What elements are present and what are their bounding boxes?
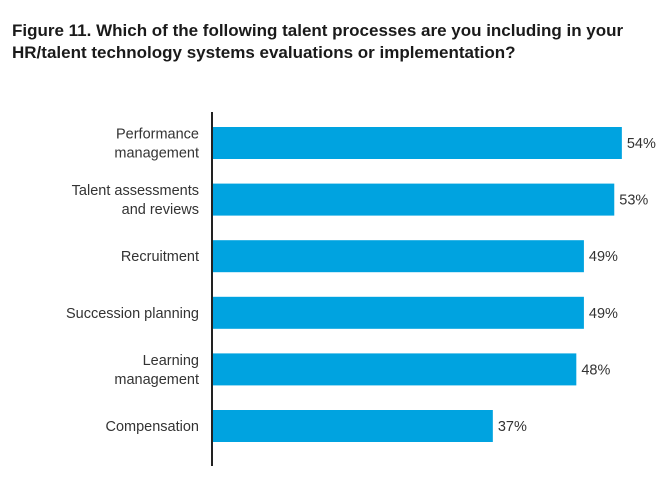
category-label-line: management bbox=[114, 146, 199, 162]
bar bbox=[212, 353, 577, 386]
category-label: Performance management bbox=[114, 127, 199, 162]
category-label: Learning management bbox=[114, 353, 199, 388]
category-label-line: management bbox=[114, 372, 199, 388]
category-label-line: Compensation bbox=[106, 419, 200, 435]
category-label-line: Succession planning bbox=[66, 306, 199, 322]
value-label: 53% bbox=[619, 193, 648, 209]
value-label: 48% bbox=[581, 362, 610, 378]
value-label: 37% bbox=[498, 419, 527, 435]
value-label: 49% bbox=[589, 306, 618, 322]
category-label-line: Performance bbox=[116, 127, 199, 143]
value-labels-group: 54% 53% 49% 49% 48% 37% bbox=[498, 136, 656, 435]
bars-group bbox=[212, 127, 622, 442]
category-label-line: Recruitment bbox=[121, 249, 199, 265]
bar bbox=[212, 127, 622, 159]
category-label-line: and reviews bbox=[122, 202, 199, 218]
bar bbox=[212, 296, 584, 329]
category-label: Talent assessments and reviews bbox=[72, 183, 199, 218]
value-label: 54% bbox=[627, 136, 656, 152]
category-label-line: Learning bbox=[143, 353, 199, 369]
bar bbox=[212, 410, 493, 442]
category-label: Succession planning bbox=[66, 306, 199, 322]
category-label-line: Talent assessments bbox=[72, 183, 199, 199]
value-label: 49% bbox=[589, 249, 618, 265]
chart-title: Figure 11. Which of the following talent… bbox=[12, 21, 624, 62]
bar bbox=[212, 183, 615, 216]
category-labels-group: Performance management Talent assessments a… bbox=[66, 127, 199, 436]
bar bbox=[212, 240, 584, 273]
category-label: Recruitment bbox=[121, 249, 199, 265]
category-label: Compensation bbox=[106, 419, 200, 435]
